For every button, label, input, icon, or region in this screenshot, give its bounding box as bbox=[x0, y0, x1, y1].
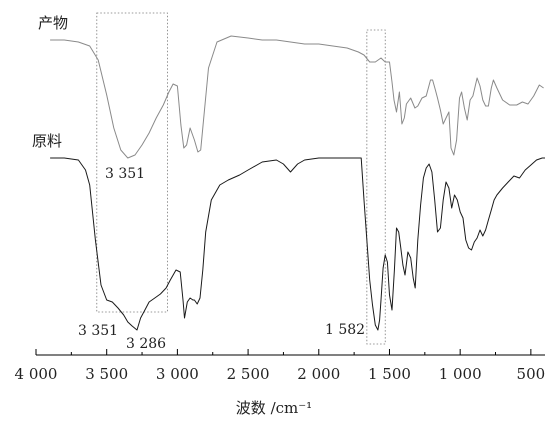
series-label-raw: 原料 bbox=[32, 132, 62, 150]
x-tick-label: 1 500 bbox=[368, 365, 411, 383]
series-line-product bbox=[50, 35, 544, 159]
x-tick-label: 1 000 bbox=[439, 365, 482, 383]
series-line-raw-material bbox=[50, 157, 545, 331]
annotation-raw-3286: 3 286 bbox=[126, 336, 166, 352]
annotation-raw-3351: 3 351 bbox=[78, 323, 118, 339]
annotation-raw-1582: 1 582 bbox=[325, 322, 365, 338]
highlight-box bbox=[96, 12, 168, 313]
highlight-box bbox=[366, 29, 386, 345]
x-tick-label: 2 500 bbox=[227, 365, 270, 383]
x-tick-label: 3 000 bbox=[156, 365, 199, 383]
x-tick-label: 3 500 bbox=[85, 365, 128, 383]
x-tick-label: 500 bbox=[517, 365, 546, 383]
x-axis-ticks: 4 000 3 500 3 000 2 500 2 000 1 500 1 000 500 bbox=[15, 349, 546, 383]
highlight-boxes bbox=[96, 12, 386, 345]
series-label-product: 产物 bbox=[38, 14, 68, 32]
annotation-product-3351: 3 351 bbox=[105, 166, 145, 182]
x-axis-label: 波数 /cm⁻¹ bbox=[236, 399, 312, 417]
x-tick-label: 4 000 bbox=[15, 365, 58, 383]
series-group bbox=[50, 35, 545, 331]
x-tick-label: 2 000 bbox=[297, 365, 340, 383]
